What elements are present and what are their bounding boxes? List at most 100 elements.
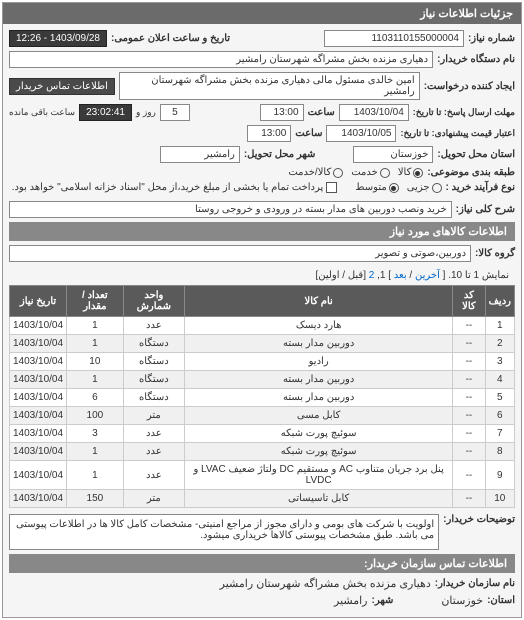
table-cell: 1403/10/04	[10, 371, 67, 389]
table-cell: 1403/10/04	[10, 389, 67, 407]
footer-section-header: اطلاعات تماس سازمان خریدار:	[9, 554, 515, 573]
table-cell: --	[453, 425, 485, 443]
table-cell: --	[453, 389, 485, 407]
province-value: خوزستان	[353, 146, 433, 163]
row-footer-province: استان: خوزستان شهر: رامشیر	[9, 594, 515, 607]
purchase-radio-group: جزیی متوسط	[355, 182, 441, 193]
table-row: 7--سوئیچ پورت شبکهعدد31403/10/04	[10, 425, 515, 443]
radio-jozee[interactable]: جزیی	[407, 182, 442, 193]
radio-both[interactable]: کالا/خدمت	[288, 167, 343, 178]
radio-motavaset-label: متوسط	[355, 182, 386, 193]
pagination-next-link[interactable]: بعد	[394, 270, 407, 281]
price-until-label: اعتبار قیمت پیشنهادی: تا تاریخ:	[400, 128, 515, 139]
row-location: استان محل تحویل: خوزستان شهر محل تحویل: …	[9, 146, 515, 163]
table-row: 10--کابل تاسیساتیمتر1501403/10/04	[10, 490, 515, 508]
table-cell: --	[453, 317, 485, 335]
table-cell: 1	[67, 335, 124, 353]
table-cell: 1403/10/04	[10, 490, 67, 508]
footer-org-label: نام سازمان خریدار:	[435, 578, 515, 589]
pagination-last-link[interactable]: آخرین	[415, 270, 440, 281]
th-unit: واحد شمارش	[123, 286, 184, 317]
radio-dot-icon	[413, 168, 423, 178]
category-radio-group: کالا خدمت کالا/خدمت	[288, 167, 423, 178]
row-footer-org: نام سازمان خریدار: دهیاری مزنده بخش مشرا…	[9, 577, 515, 590]
requester-value: امین خالدی مسئول مالی دهیاری مزنده بخش م…	[119, 72, 420, 100]
table-row: 5--دوربین مدار بستهدستگاه61403/10/04	[10, 389, 515, 407]
time-left: 23:02:41	[79, 104, 132, 121]
price-date: 1403/10/05	[326, 125, 396, 142]
table-row: 4--دوربین مدار بستهدستگاه11403/10/04	[10, 371, 515, 389]
treasury-checkbox[interactable]: پرداخت تمام یا بخشی از مبلغ خرید،از محل …	[12, 182, 338, 193]
table-cell: 1403/10/04	[10, 317, 67, 335]
table-cell: 150	[67, 490, 124, 508]
radio-khedmat[interactable]: خدمت	[351, 167, 390, 178]
days-suffix: روز و	[136, 107, 156, 118]
radio-jozee-label: جزیی	[407, 182, 430, 193]
goods-section-header: اطلاعات کالاهای مورد نیاز	[9, 222, 515, 241]
pubdate-value: 1403/09/28 - 12:26	[9, 30, 107, 47]
panel-title: جزئیات اطلاعات نیاز	[3, 3, 521, 24]
radio-dot-icon	[333, 168, 343, 178]
table-cell: 5	[485, 389, 514, 407]
resp-time: 13:00	[260, 104, 304, 121]
table-cell: عدد	[123, 317, 184, 335]
table-cell: 1403/10/04	[10, 425, 67, 443]
footer-city-value: رامشیر	[334, 594, 367, 607]
goods-group-value: دوربین،صوتی و تصویر	[9, 245, 471, 262]
time-suffix: ساعت باقی مانده	[9, 107, 75, 118]
radio-kala-label: کالا	[398, 167, 412, 178]
table-cell: 1403/10/04	[10, 443, 67, 461]
goods-table: ردیف کد کالا نام کالا واحد شمارش تعداد /…	[9, 285, 515, 508]
table-row: 3--رادیودستگاه101403/10/04	[10, 353, 515, 371]
contact-buyer-button[interactable]: اطلاعات تماس خریدار	[9, 78, 115, 95]
table-cell: --	[453, 461, 485, 490]
province-label: استان محل تحویل:	[437, 149, 515, 160]
radio-motavaset[interactable]: متوسط	[355, 182, 398, 193]
table-cell: 7	[485, 425, 514, 443]
table-cell: 3	[67, 425, 124, 443]
table-cell: 1	[67, 443, 124, 461]
buyer-value: دهیاری مزنده بخش مشراگه شهرستان رامشیر	[9, 51, 433, 68]
table-cell: 10	[67, 353, 124, 371]
table-cell: کابل مسی	[185, 407, 453, 425]
table-cell: 8	[485, 443, 514, 461]
resp-date: 1403/10/04	[339, 104, 409, 121]
table-cell: 6	[67, 389, 124, 407]
row-requester: ایجاد کننده درخواست: امین خالدی مسئول ما…	[9, 72, 515, 100]
table-cell: کابل تاسیساتی	[185, 490, 453, 508]
footer-province-value: خوزستان	[441, 594, 483, 607]
main-panel: جزئیات اطلاعات نیاز شماره نیاز: 11031101…	[2, 2, 522, 618]
table-cell: 1403/10/04	[10, 353, 67, 371]
table-cell: متر	[123, 407, 184, 425]
city-label: شهر محل تحویل:	[244, 149, 316, 160]
pubdate-label: تاریخ و ساعت اعلان عمومی:	[111, 33, 230, 44]
notes-value: اولویت با شرکت های بومی و دارای مجوز از …	[9, 514, 439, 550]
table-cell: 1	[485, 317, 514, 335]
radio-kala[interactable]: کالا	[398, 167, 424, 178]
table-cell: سوئیچ پورت شبکه	[185, 443, 453, 461]
table-cell: 2	[485, 335, 514, 353]
table-cell: --	[453, 335, 485, 353]
city-value: رامشیر	[160, 146, 240, 163]
table-cell: دستگاه	[123, 371, 184, 389]
table-cell: دستگاه	[123, 389, 184, 407]
footer-province-label: استان:	[487, 595, 515, 606]
radio-khedmat-label: خدمت	[351, 167, 378, 178]
row-buyer: نام دستگاه خریدار: دهیاری مزنده بخش مشرا…	[9, 51, 515, 68]
th-code: کد کالا	[453, 286, 485, 317]
th-date: تاریخ نیاز	[10, 286, 67, 317]
table-cell: 1	[67, 317, 124, 335]
table-cell: --	[453, 443, 485, 461]
radio-dot-icon	[380, 168, 390, 178]
table-cell: 100	[67, 407, 124, 425]
buyer-label: نام دستگاه خریدار:	[437, 54, 515, 65]
table-cell: دستگاه	[123, 335, 184, 353]
table-cell: دستگاه	[123, 353, 184, 371]
table-cell: 6	[485, 407, 514, 425]
radio-both-label: کالا/خدمت	[288, 167, 331, 178]
table-cell: دوربین مدار بسته	[185, 335, 453, 353]
table-cell: 4	[485, 371, 514, 389]
pagination: نمایش 1 تا 10. [ آخرین / بعد ] 1, 2 [قبل…	[9, 266, 515, 285]
table-cell: --	[453, 490, 485, 508]
footer-city-label: شهر:	[371, 595, 393, 606]
